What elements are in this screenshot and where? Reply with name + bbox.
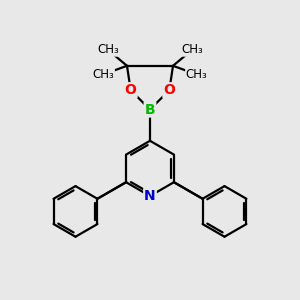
Text: CH₃: CH₃ — [185, 68, 207, 81]
Text: CH₃: CH₃ — [181, 43, 203, 56]
Text: B: B — [145, 103, 155, 116]
Text: O: O — [164, 83, 175, 97]
Text: O: O — [125, 83, 136, 97]
Text: CH₃: CH₃ — [97, 43, 119, 56]
Text: CH₃: CH₃ — [93, 68, 115, 81]
Text: N: N — [144, 189, 156, 203]
